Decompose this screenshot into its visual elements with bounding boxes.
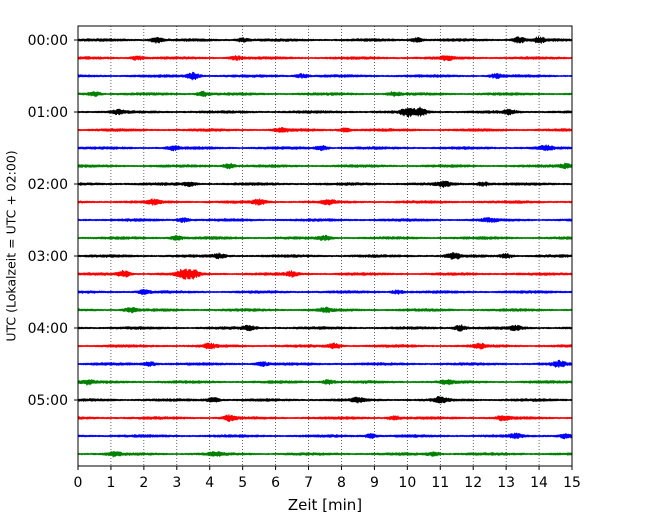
trace-0115 — [77, 127, 573, 133]
x-tick-label: 9 — [370, 475, 379, 491]
trace-0415 — [77, 342, 573, 350]
y-axis-label: UTC (Lokalzeit = UTC + 02:00) — [4, 150, 19, 341]
trace-0430 — [77, 359, 573, 368]
plot-frame — [77, 25, 573, 467]
trace-0230 — [77, 216, 573, 223]
trace-0030 — [77, 71, 573, 81]
x-tick-label: 15 — [563, 475, 581, 491]
trace-0500 — [77, 396, 573, 404]
x-tick-label: 3 — [172, 475, 181, 491]
x-tick-label: 11 — [431, 475, 449, 491]
trace-0245 — [77, 234, 573, 242]
y-tick-label: 04:00 — [28, 321, 68, 337]
x-tick-label: 8 — [337, 475, 346, 491]
x-tick-label: 12 — [464, 475, 482, 491]
trace-0315 — [77, 268, 573, 280]
trace-0445 — [77, 379, 573, 386]
y-tick-label: 02:00 — [28, 177, 68, 193]
trace-0400 — [77, 324, 573, 332]
trace-0545 — [77, 450, 573, 458]
x-tick-label: 13 — [497, 475, 515, 491]
trace-0200 — [77, 180, 573, 188]
x-tick-label: 5 — [238, 475, 247, 491]
x-tick-label: 7 — [304, 475, 313, 491]
x-tick-label: 14 — [530, 475, 548, 491]
x-tick-label: 6 — [271, 475, 280, 491]
x-tick-label: 2 — [139, 475, 148, 491]
trace-0330 — [77, 288, 573, 296]
trace-0100 — [77, 106, 573, 118]
trace-0515 — [77, 414, 573, 423]
y-tick-label: 03:00 — [28, 249, 68, 265]
trace-0300 — [77, 251, 573, 260]
trace-0530 — [77, 432, 573, 440]
traces — [77, 36, 573, 458]
trace-0045 — [77, 90, 573, 98]
trace-0000 — [77, 36, 573, 44]
trace-0130 — [77, 144, 573, 152]
axis-ticks: 0 1 2 3 4 5 6 7 8 9 10 11 12 13 14 1500:0001:0002:0003:… — [28, 33, 581, 491]
trace-0215 — [77, 198, 573, 206]
x-tick-label: 1 — [106, 475, 115, 491]
x-tick-label: 10 — [398, 475, 416, 491]
x-tick-label: 4 — [205, 475, 214, 491]
x-tick-label: 0 — [74, 475, 83, 491]
y-tick-label: 01:00 — [28, 105, 68, 121]
trace-0345 — [77, 306, 573, 314]
y-tick-label: 05:00 — [28, 393, 68, 409]
x-axis-label: Zeit [min] — [288, 496, 362, 514]
trace-0145 — [77, 162, 573, 170]
grid — [110, 26, 540, 466]
trace-0015 — [77, 55, 573, 62]
y-tick-label: 00:00 — [28, 33, 68, 49]
